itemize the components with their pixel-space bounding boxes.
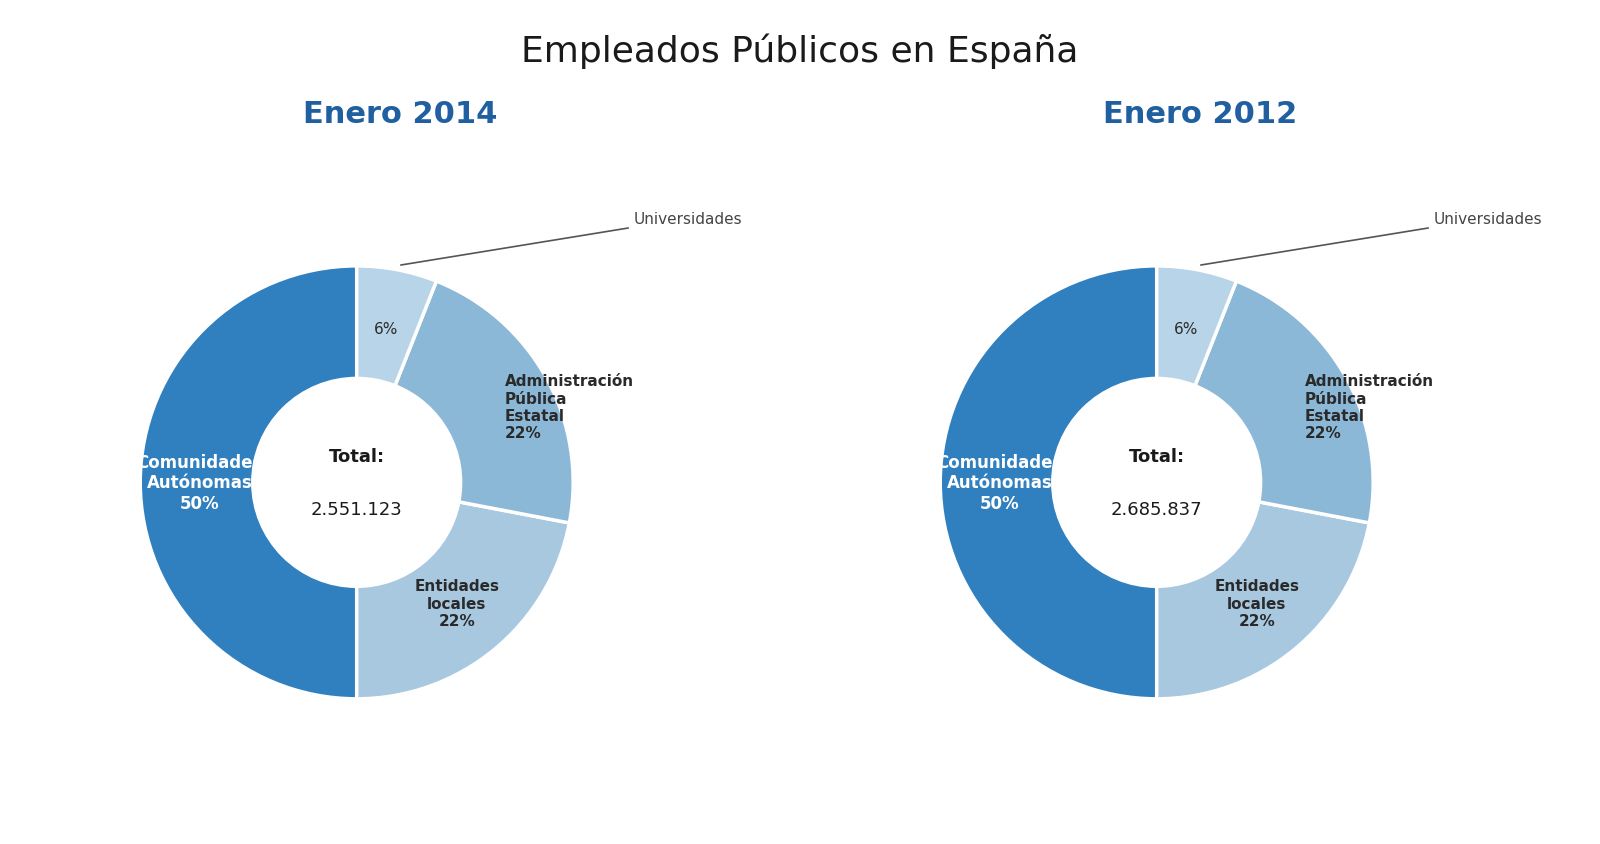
Text: 6%: 6%: [1174, 322, 1198, 336]
Text: Entidades
locales
22%: Entidades locales 22%: [414, 579, 499, 629]
Text: Entidades
locales
22%: Entidades locales 22%: [1214, 579, 1299, 629]
Text: 2.551.123: 2.551.123: [310, 500, 403, 518]
Text: Total:: Total:: [328, 447, 384, 466]
Wedge shape: [357, 267, 437, 387]
Text: 6%: 6%: [374, 322, 398, 336]
Wedge shape: [395, 282, 573, 523]
Text: Comunidades
Autónomas
50%: Comunidades Autónomas 50%: [136, 453, 262, 512]
Wedge shape: [1157, 267, 1237, 387]
Text: Administración
Pública
Estatal
22%: Administración Pública Estatal 22%: [1306, 374, 1434, 441]
Wedge shape: [357, 502, 570, 699]
Text: Administración
Pública
Estatal
22%: Administración Pública Estatal 22%: [506, 374, 634, 441]
Text: 2.685.837: 2.685.837: [1110, 500, 1203, 518]
Wedge shape: [141, 267, 357, 699]
Text: Universidades: Universidades: [402, 212, 742, 266]
Text: Comunidades
Autónomas
50%: Comunidades Autónomas 50%: [936, 453, 1062, 512]
Title: Enero 2014: Enero 2014: [302, 100, 498, 128]
Text: Total:: Total:: [1128, 447, 1184, 466]
Text: Empleados Públicos en España: Empleados Públicos en España: [522, 34, 1078, 69]
Wedge shape: [1195, 282, 1373, 523]
Text: Universidades: Universidades: [1202, 212, 1542, 266]
Wedge shape: [1157, 502, 1370, 699]
Title: Enero 2012: Enero 2012: [1102, 100, 1298, 128]
Wedge shape: [941, 267, 1157, 699]
